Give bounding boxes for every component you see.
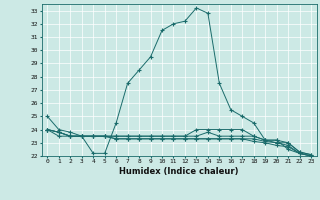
- X-axis label: Humidex (Indice chaleur): Humidex (Indice chaleur): [119, 167, 239, 176]
